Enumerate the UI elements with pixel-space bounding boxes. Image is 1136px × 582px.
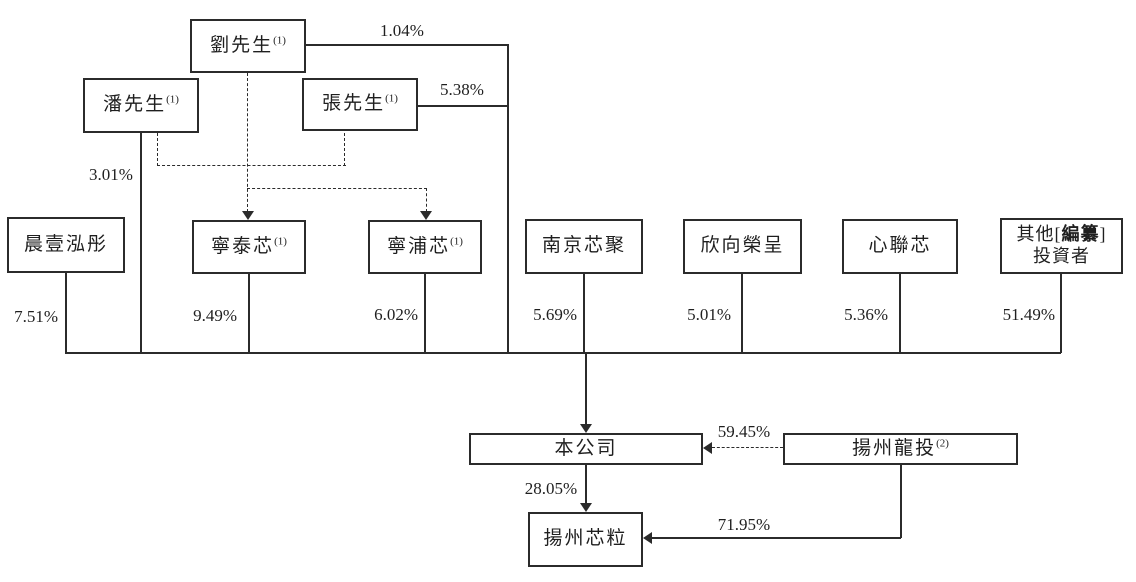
dashed-zhang-down-line <box>344 133 345 166</box>
pct-ningpu-to-holdco: 6.02% <box>374 305 418 324</box>
dashed-pan-down-line <box>157 133 158 166</box>
edge-ningtai-drop-line <box>248 273 250 353</box>
node-xinlianxin: 心聯芯 <box>842 219 958 274</box>
dashed-longtou-to-company-line <box>712 447 783 448</box>
node-label: 南京芯聚 <box>541 235 626 257</box>
node-chenyi-hongtong: 晨壹泓彤 <box>7 217 125 273</box>
node-mr-pan: 潘先生(1) <box>83 78 199 133</box>
node-label: 張先生(1) <box>322 92 398 115</box>
shareholder-bus-line <box>65 352 1061 354</box>
edge-longtou-down-line <box>900 465 902 538</box>
node-label: 欣向榮呈 <box>700 235 785 257</box>
node-yangzhou-longtou: 揚州龍投(2) <box>783 433 1018 465</box>
edge-right-vertical-line <box>507 44 509 353</box>
node-label: 寧泰芯(1) <box>211 235 287 257</box>
node-label-line2: 投資者 <box>1033 246 1090 266</box>
node-mr-zhang: 張先生(1) <box>302 78 418 131</box>
pct-zhang-to-holdco: 5.38% <box>440 80 484 99</box>
node-ningtaixin: 寧泰芯(1) <box>192 220 306 274</box>
edge-ningpu-drop-line <box>424 273 426 353</box>
arrowhead-into-ningtai <box>242 211 254 220</box>
node-xinxiang-rongcheng: 欣向榮呈 <box>683 219 802 274</box>
node-label: 寧浦芯(1) <box>387 235 463 257</box>
node-nanjing-xinju: 南京芯聚 <box>525 219 643 274</box>
pct-pan-to-holdco: 3.01% <box>89 165 133 184</box>
edge-zhang-right-line <box>418 105 508 107</box>
node-other-investors: 其他[編纂] 投資者 <box>1000 218 1123 274</box>
node-label-line1: 其他[編纂] <box>1016 224 1107 245</box>
edge-company-to-xinli-line <box>585 465 587 504</box>
dashed-liu-branch-line <box>247 188 427 189</box>
edge-nanjing-drop-line <box>583 273 585 353</box>
pct-other-to-holdco: 51.49% <box>1002 305 1055 324</box>
pct-ningtai-to-holdco: 9.49% <box>193 306 237 325</box>
edge-liu-right-line <box>305 44 508 46</box>
node-label: 心聯芯 <box>868 235 932 257</box>
edge-xinlian-drop-line <box>899 273 901 353</box>
node-label: 揚州龍投(2) <box>852 437 949 459</box>
node-the-company: 本公司 <box>469 433 703 465</box>
node-label: 潘先生(1) <box>103 93 179 116</box>
pct-liu-to-holdco: 1.04% <box>380 21 424 40</box>
pct-longtou-to-company: 59.45% <box>717 422 771 441</box>
node-mr-liu: 劉先生(1) <box>190 19 306 73</box>
dashed-pan-zhang-line <box>157 165 346 166</box>
dashed-branch-ningpu-line <box>426 188 427 212</box>
pct-xinxiang-to-holdco: 5.01% <box>687 305 731 324</box>
node-ningpuxin: 寧浦芯(1) <box>368 220 482 274</box>
edge-chenyi-drop-line <box>65 272 67 353</box>
node-yangzhou-xinli: 揚州芯粒 <box>528 512 643 567</box>
dashed-liu-down-line <box>247 73 248 212</box>
pct-chenyi-to-holdco: 7.51% <box>14 307 58 326</box>
arrowhead-into-company <box>580 424 592 433</box>
edge-pan-vertical-line <box>140 133 142 353</box>
pct-longtou-to-xinli: 71.95% <box>717 515 771 534</box>
edge-other-drop-line <box>1060 273 1062 353</box>
pct-xinlian-to-holdco: 5.36% <box>844 305 888 324</box>
node-label: 本公司 <box>554 437 618 459</box>
node-label: 揚州芯粒 <box>543 528 628 550</box>
pct-nanjing-to-holdco: 5.69% <box>533 305 577 324</box>
edge-xinxiang-drop-line <box>741 273 743 353</box>
pct-company-to-xinli: 28.05% <box>524 479 578 498</box>
arrowhead-into-company-right <box>703 442 712 454</box>
arrowhead-into-xinli-top <box>580 503 592 512</box>
node-label: 劉先生(1) <box>210 34 286 56</box>
arrowhead-into-ningpu <box>420 211 432 220</box>
edge-longtou-to-xinli-line <box>651 537 901 539</box>
edge-bus-to-company-line <box>585 352 587 425</box>
node-label: 晨壹泓彤 <box>23 233 108 255</box>
redacted-text: 編纂 <box>1061 224 1100 245</box>
arrowhead-into-xinli-right <box>643 532 652 544</box>
